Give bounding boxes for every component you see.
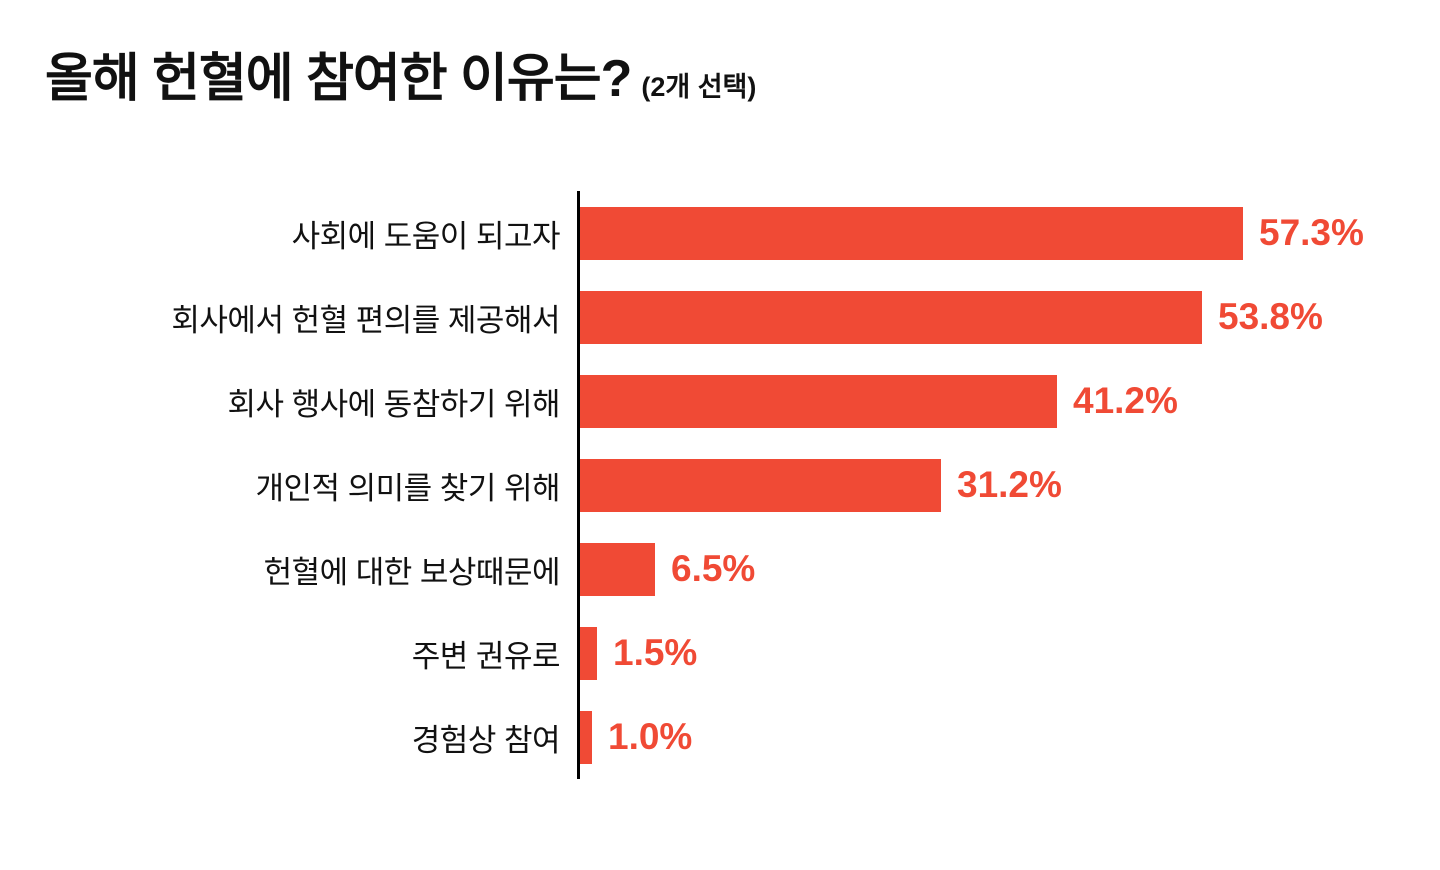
category-label: 주변 권유로 (411, 638, 561, 674)
value-label: 1.5% (613, 632, 698, 673)
bar (580, 542, 655, 596)
bar-chart: 사회에 도움이 되고자 57.3% 회사에서 헌혈 편의를 제공해서 53.8%… (0, 191, 1440, 779)
bar (580, 374, 1057, 428)
value-label: 53.8% (1218, 296, 1323, 337)
bar-row: 헌혈에 대한 보상때문에 6.5% (0, 527, 1440, 611)
bar-track: 57.3% (577, 191, 1440, 275)
value-label: 31.2% (957, 464, 1062, 505)
bar-track: 6.5% (577, 527, 1440, 611)
bar (580, 206, 1243, 260)
bar-track: 53.8% (577, 275, 1440, 359)
value-label: 1.0% (608, 716, 693, 757)
bar (580, 458, 941, 512)
value-label: 57.3% (1259, 212, 1364, 253)
bar-track: 31.2% (577, 443, 1440, 527)
bar-track: 41.2% (577, 359, 1440, 443)
chart-title-note: (2개 선택) (641, 72, 757, 102)
bar-row: 주변 권유로 1.5% (0, 611, 1440, 695)
bar-row: 경험상 참여 1.0% (0, 695, 1440, 779)
value-label: 6.5% (671, 548, 756, 589)
bar-track: 1.5% (577, 611, 1440, 695)
chart-title: 올해 헌혈에 참여한 이유는? (2개 선택) (45, 36, 756, 111)
category-label: 경험상 참여 (411, 722, 561, 758)
category-label: 개인적 의미를 찾기 위해 (255, 470, 560, 506)
category-label: 헌혈에 대한 보상때문에 (263, 554, 561, 590)
bar-row: 회사에서 헌혈 편의를 제공해서 53.8% (0, 275, 1440, 359)
category-label: 회사에서 헌혈 편의를 제공해서 (171, 302, 560, 338)
bar (580, 626, 597, 680)
value-label: 41.2% (1073, 380, 1178, 421)
bar-row: 개인적 의미를 찾기 위해 31.2% (0, 443, 1440, 527)
bar-row: 사회에 도움이 되고자 57.3% (0, 191, 1440, 275)
category-label: 회사 행사에 동참하기 위해 (227, 386, 560, 422)
bar-row: 회사 행사에 동참하기 위해 41.2% (0, 359, 1440, 443)
category-label: 사회에 도움이 되고자 (291, 218, 561, 254)
bar-track: 1.0% (577, 695, 1440, 779)
chart-title-text: 올해 헌혈에 참여한 이유는? (45, 50, 632, 108)
bar (580, 290, 1202, 344)
bar (580, 710, 592, 764)
